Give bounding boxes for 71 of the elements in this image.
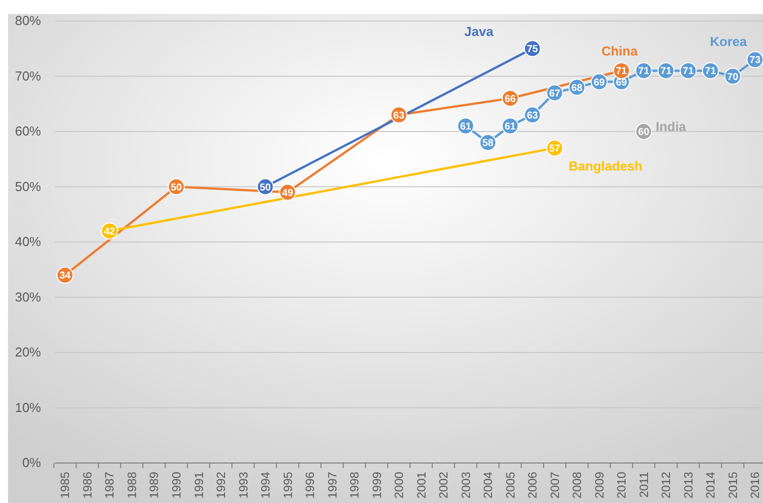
- data-label: 71: [638, 66, 650, 78]
- data-label: 34: [59, 270, 71, 282]
- x-tick-label: 2001: [414, 471, 428, 499]
- data-label: 49: [282, 188, 294, 199]
- x-tick-label: 2005: [503, 471, 518, 499]
- data-label: 58: [482, 138, 494, 150]
- data-label: 71: [704, 66, 716, 78]
- x-tick-label: 2006: [526, 471, 540, 499]
- x-tick-label: 2016: [748, 471, 762, 499]
- data-label: 50: [260, 182, 272, 194]
- x-tick-label: 1986: [80, 471, 94, 499]
- data-label: 68: [571, 82, 583, 94]
- x-tick-label: 1994: [258, 471, 273, 499]
- x-tick-label: 2003: [458, 471, 473, 499]
- data-label: 57: [549, 144, 561, 155]
- data-label: 67: [549, 88, 561, 100]
- x-tick-label: 1987: [102, 471, 117, 499]
- y-tick-label: 20%: [14, 344, 42, 360]
- x-tick-label: 2011: [636, 471, 651, 498]
- x-tick-label: 2007: [548, 471, 562, 499]
- y-tick-label: 40%: [14, 234, 42, 250]
- x-tick-label: 1985: [58, 471, 72, 499]
- x-tick-label: 1991: [192, 471, 206, 499]
- series-label: Bangladesh: [568, 158, 642, 174]
- data-label: 61: [460, 121, 472, 132]
- y-tick-label: 10%: [14, 400, 42, 415]
- x-tick-label: 1988: [124, 471, 139, 499]
- x-tick-label: 2004: [481, 471, 496, 499]
- data-label: 71: [682, 66, 694, 78]
- series-label: India: [656, 119, 687, 134]
- x-tick-label: 2010: [614, 471, 629, 499]
- data-label: 71: [616, 66, 628, 78]
- x-tick-label: 1996: [303, 471, 318, 499]
- data-label: 69: [594, 77, 606, 88]
- x-tick-label: 2000: [392, 471, 406, 499]
- data-label: 75: [526, 44, 538, 56]
- y-tick-label: 70%: [14, 68, 42, 84]
- x-tick-label: 1993: [236, 471, 250, 499]
- data-label: 42: [104, 226, 116, 238]
- x-tick-label: 1990: [169, 471, 184, 499]
- y-tick-label: 50%: [14, 178, 42, 194]
- x-tick-label: 1995: [280, 471, 295, 499]
- data-label: 60: [638, 127, 650, 138]
- y-tick-label: 60%: [14, 124, 42, 139]
- text: Java: [464, 24, 494, 40]
- y-tick-label: 80%: [14, 13, 42, 28]
- x-tick-label: 1989: [147, 471, 162, 499]
- series-label: China: [601, 43, 638, 58]
- data-label: 70: [727, 72, 739, 83]
- data-label: 71: [660, 66, 672, 78]
- x-tick-label: 1992: [214, 471, 228, 499]
- series-label: Korea: [710, 34, 748, 50]
- x-tick-label: 2009: [592, 471, 606, 499]
- x-tick-label: 2002: [436, 471, 451, 499]
- data-label: 73: [749, 55, 761, 66]
- x-tick-label: 1999: [370, 471, 384, 499]
- x-tick-label: 2013: [681, 471, 696, 499]
- x-tick-label: 2014: [704, 471, 718, 499]
- x-tick-label: 2012: [659, 471, 674, 499]
- x-tick-label: 1998: [348, 471, 362, 499]
- y-tick-label: 0%: [22, 455, 42, 470]
- data-label: 63: [393, 110, 405, 122]
- data-label: 50: [170, 182, 182, 194]
- y-tick-label: 30%: [14, 289, 42, 304]
- data-label: 61: [504, 121, 516, 132]
- x-tick-label: 2015: [726, 471, 740, 499]
- data-label: 66: [504, 94, 516, 105]
- data-label: 63: [526, 110, 538, 122]
- data-label: 69: [616, 77, 628, 88]
- x-tick-label: 2008: [570, 471, 584, 499]
- x-tick-label: 1997: [325, 471, 340, 499]
